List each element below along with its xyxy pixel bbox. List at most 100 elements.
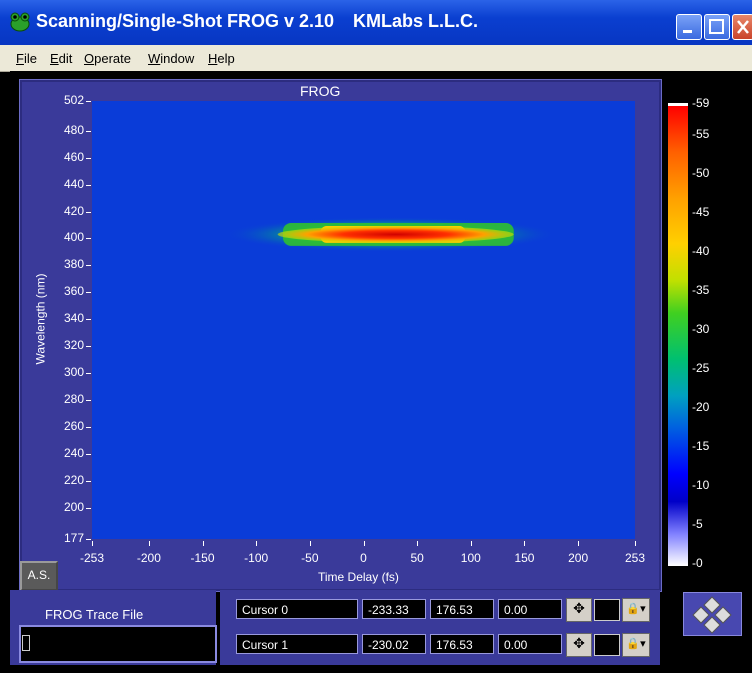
y-tick-mark — [86, 454, 91, 456]
intensity-colorbar — [668, 103, 688, 566]
cursor-1-style-swatch[interactable] — [594, 634, 620, 656]
cursor-0-x[interactable]: -233.33 — [362, 599, 426, 619]
x-tick-mark — [309, 541, 311, 546]
x-tick-mark — [363, 541, 365, 546]
colorbar-tick-label: -15 — [692, 439, 710, 454]
x-tick-label: -150 — [190, 551, 215, 565]
colorbar-tick-label: -30 — [692, 322, 710, 337]
trace-file-path-input[interactable] — [19, 625, 217, 663]
menu-file-accel: F — [16, 51, 24, 66]
minimize-icon — [683, 30, 692, 33]
frog-intensity-plot[interactable] — [92, 101, 635, 539]
x-tick-mark — [256, 541, 258, 546]
cursor-1-y[interactable]: 176.53 — [430, 634, 494, 654]
cursor-1-lock-icon[interactable]: 🔒▾ — [622, 633, 650, 657]
maximize-button[interactable] — [704, 14, 730, 40]
menu-help[interactable]: Help — [208, 51, 235, 66]
x-tick-mark — [524, 541, 526, 546]
x-tick-label: -50 — [301, 551, 319, 565]
close-button[interactable] — [732, 14, 752, 40]
menu-file[interactable]: File — [16, 51, 37, 66]
x-tick-label: 253 — [624, 551, 646, 565]
y-tick-mark — [86, 373, 91, 375]
y-tick-mark — [86, 539, 91, 540]
menu-help-rest: elp — [217, 51, 235, 66]
y-tick-label: 177 — [63, 531, 84, 545]
y-tick-label: 480 — [63, 122, 84, 137]
cursor-1-move-icon[interactable]: ✥ — [566, 633, 592, 657]
y-tick-label: 300 — [63, 365, 84, 380]
y-tick-mark — [86, 265, 91, 267]
cursor-0-name[interactable]: Cursor 0 — [236, 599, 358, 619]
minimize-button[interactable] — [676, 14, 702, 40]
y-tick-label: 280 — [63, 392, 84, 407]
graph-palette-pan-button[interactable] — [683, 592, 742, 636]
cursor-0-move-icon[interactable]: ✥ — [566, 598, 592, 622]
y-tick-label: 420 — [63, 203, 84, 218]
colorbar-tick-label: -20 — [692, 400, 710, 415]
x-tick-label: 50 — [410, 551, 424, 565]
y-tick-label: 340 — [63, 311, 84, 326]
y-tick-mark — [86, 400, 91, 402]
menu-edit-rest: dit — [58, 51, 73, 66]
x-tick-mark — [635, 541, 636, 546]
y-tick-label: 460 — [63, 149, 84, 164]
menu-operate[interactable]: Operate — [84, 51, 131, 66]
cursor-0-z[interactable]: 0.00 — [498, 599, 562, 619]
close-icon — [737, 20, 749, 34]
x-tick-label: -100 — [244, 551, 269, 565]
colorbar-tick-label: -45 — [692, 205, 710, 220]
frog-app-icon — [10, 12, 30, 32]
cursor-1-name[interactable]: Cursor 1 — [236, 634, 358, 654]
maximize-icon — [709, 19, 724, 34]
y-tick-label: 260 — [63, 419, 84, 434]
menu-file-rest: ile — [23, 51, 37, 66]
x-tick-mark — [470, 541, 472, 546]
menu-window-accel: W — [148, 51, 161, 66]
y-tick-mark — [86, 319, 91, 321]
colorbar-tick-label: -10 — [692, 478, 710, 493]
y-tick-mark — [86, 211, 91, 213]
menu-operate-rest: perate — [94, 51, 131, 66]
y-tick-label: 502 — [63, 93, 84, 107]
plot-background — [92, 101, 635, 539]
y-tick-mark — [86, 346, 91, 348]
frog-graph-title: FROG — [300, 83, 341, 99]
x-tick-label: -200 — [136, 551, 161, 565]
menu-edit-accel: E — [50, 51, 59, 66]
y-tick-mark — [86, 481, 91, 483]
x-tick-label: 100 — [460, 551, 481, 565]
y-tick-mark — [86, 508, 91, 509]
y-tick-label: 440 — [63, 176, 84, 191]
path-browse-indicator[interactable] — [22, 635, 30, 651]
frog-trace — [223, 216, 557, 252]
cursor-0-lock-icon[interactable]: 🔒▾ — [622, 598, 650, 622]
trace-file-label: FROG Trace File — [45, 607, 144, 622]
x-axis-title: Time Delay (fs) — [318, 570, 399, 584]
cursor-0-style-swatch[interactable] — [594, 599, 620, 621]
colorbar-tick-label: -25 — [692, 361, 710, 376]
cursor-1-z[interactable]: 0.00 — [498, 634, 562, 654]
y-tick-mark — [86, 427, 91, 429]
menu-operate-accel: O — [84, 51, 95, 66]
y-tick-mark — [86, 238, 91, 240]
colorbar-tick-label: -59 — [692, 96, 710, 110]
cursor-0-y[interactable]: 176.53 — [430, 599, 494, 619]
x-tick-mark — [417, 541, 419, 546]
x-tick-label: 0 — [360, 551, 367, 565]
y-tick-label: 400 — [63, 230, 84, 245]
title-bar: Scanning/Single-Shot FROG v 2.10 KMLabs … — [0, 0, 752, 45]
y-tick-mark — [86, 292, 91, 294]
autoscale-button[interactable]: A.S. — [20, 561, 58, 591]
y-tick-mark — [86, 130, 91, 132]
menu-edit[interactable]: Edit — [50, 51, 72, 66]
colorbar-tick-label: -35 — [692, 283, 710, 298]
menu-window[interactable]: Window — [148, 51, 194, 66]
menu-window-rest: indow — [160, 51, 195, 66]
x-tick-label: 150 — [514, 551, 535, 565]
y-tick-mark — [86, 184, 91, 186]
window-title: Scanning/Single-Shot FROG v 2.10 — [36, 11, 335, 31]
trace-peak — [277, 225, 514, 243]
cursor-1-x[interactable]: -230.02 — [362, 634, 426, 654]
colorbar-tick-label: -55 — [692, 127, 710, 142]
